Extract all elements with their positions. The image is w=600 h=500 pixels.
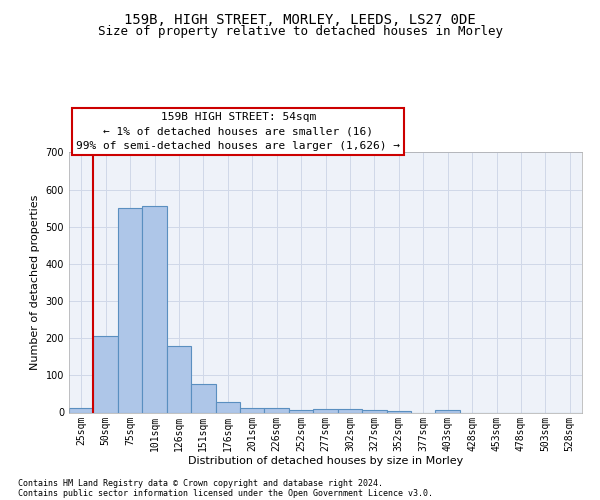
Bar	[362, 410, 386, 412]
Text: Size of property relative to detached houses in Morley: Size of property relative to detached ho…	[97, 25, 503, 38]
Bar	[118, 208, 142, 412]
Text: Contains HM Land Registry data © Crown copyright and database right 2024.: Contains HM Land Registry data © Crown c…	[18, 478, 383, 488]
Bar	[167, 346, 191, 412]
Bar	[313, 409, 338, 412]
Text: Contains public sector information licensed under the Open Government Licence v3: Contains public sector information licen…	[18, 488, 433, 498]
Bar	[191, 384, 215, 412]
Bar	[289, 410, 313, 412]
Bar	[265, 408, 289, 412]
Bar	[215, 402, 240, 412]
Bar	[142, 206, 167, 412]
Bar	[386, 410, 411, 412]
Text: 159B, HIGH STREET, MORLEY, LEEDS, LS27 0DE: 159B, HIGH STREET, MORLEY, LEEDS, LS27 0…	[124, 12, 476, 26]
Bar	[69, 408, 94, 412]
Y-axis label: Number of detached properties: Number of detached properties	[30, 195, 40, 370]
Bar	[338, 409, 362, 412]
Bar	[240, 408, 265, 412]
Text: 159B HIGH STREET: 54sqm
← 1% of detached houses are smaller (16)
99% of semi-det: 159B HIGH STREET: 54sqm ← 1% of detached…	[76, 112, 400, 152]
X-axis label: Distribution of detached houses by size in Morley: Distribution of detached houses by size …	[188, 456, 463, 466]
Bar	[94, 336, 118, 412]
Bar	[436, 410, 460, 412]
